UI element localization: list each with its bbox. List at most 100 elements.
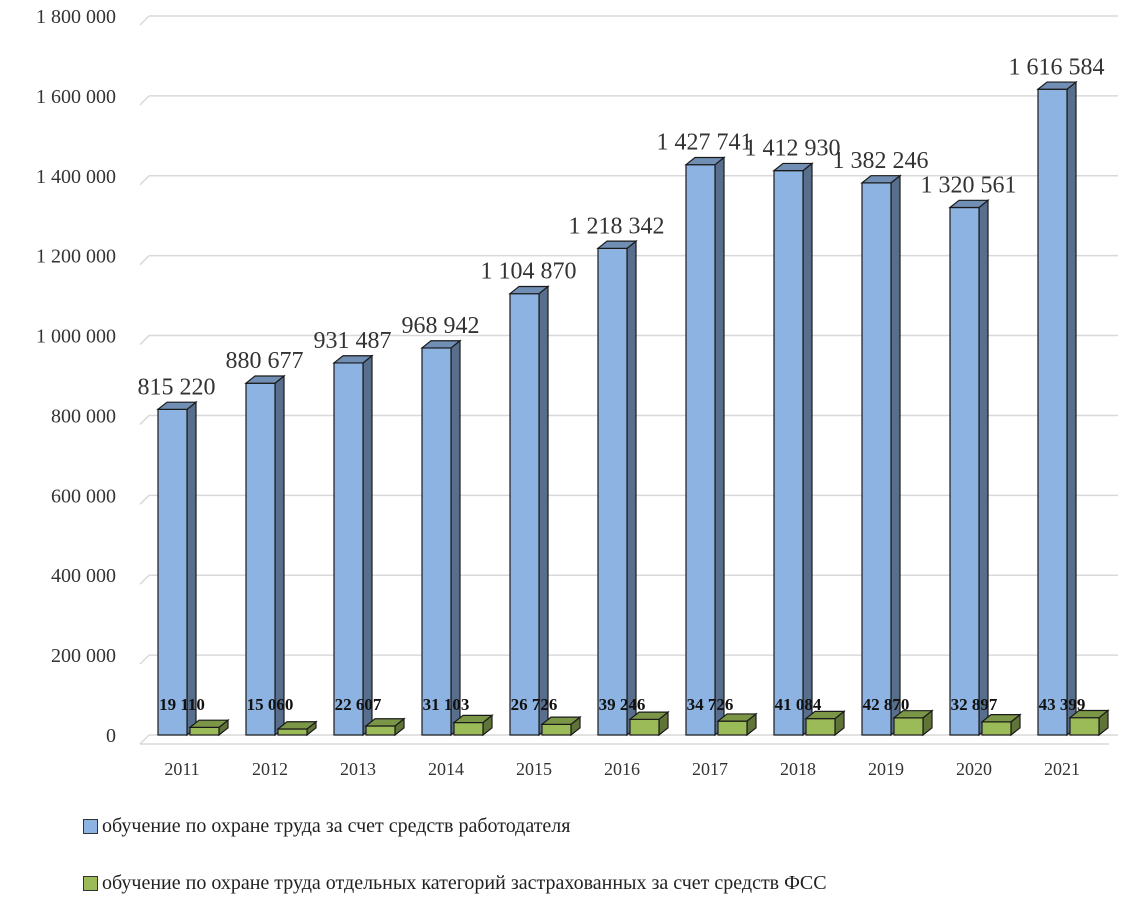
bar-employer-2011-top [156,401,198,410]
bar-fss-2021 [1068,709,1110,737]
x-tick-label: 2015 [516,759,552,779]
bar-employer-2013-side [362,354,373,737]
data-label-fss: 31 103 [423,695,470,714]
bar-fss-2020-front [981,721,1012,736]
bar-fss-2011-front [189,726,220,736]
bar-fss-2017 [716,712,758,737]
bar-employer-2020-top [948,199,990,209]
data-label-fss: 26 726 [511,695,558,714]
y-tick-label: 600 000 [51,485,116,507]
data-label-fss: 43 399 [1039,695,1086,714]
bar-fss-2012-front [277,728,308,736]
bar-chart: 0 200 000 400 000 600 000 800 000 1 000 000 1 … [36,6,1118,779]
y-tick-label: 1 200 000 [36,246,116,268]
bar-employer-2021-front [1037,88,1068,736]
data-label-employer: 880 677 [226,348,304,374]
x-tick-label: 2013 [340,759,376,779]
bar-fss-2013-front [365,725,396,736]
bar-fss-2019-top [892,710,934,719]
bar-employer-2013-top [332,355,374,364]
bar-employer-2016 [596,239,638,737]
bar-employer-2017-top [684,156,726,166]
bar-employer-2021 [1036,80,1078,737]
gridline-diag [139,574,150,585]
bar-employer-2018-side [802,162,813,737]
data-label-fss: 19 110 [159,695,205,714]
bar-fss-2015 [540,715,582,737]
data-label-fss: 42 870 [863,695,910,714]
bar-fss-2020-top [980,714,1022,723]
bar-fss-2015-front [541,723,572,736]
bar-fss-2016-top [628,711,670,720]
bar-employer-2018-front [773,170,804,736]
bar-employer-2021-side [1066,80,1077,737]
gridline-diag [139,175,150,186]
bar-employer-2021-top [1036,81,1078,90]
bar-fss-2017-top [716,713,758,722]
gridline-diag [139,494,150,505]
bar-fss-2011-top [188,719,230,728]
bar-fss-2013 [364,717,406,737]
bar-fss-2021-front [1069,717,1100,736]
bar-employer-2020-front [949,206,980,736]
bar-employer-2020-side [978,199,989,737]
y-tick-label: 1 800 000 [36,6,116,28]
bar-employer-2012-front [245,382,276,736]
y-tick-label: 400 000 [51,565,116,587]
bar-fss-2019-front [893,717,924,736]
data-label-fss: 32 897 [951,695,998,714]
bar-fss-2020 [980,713,1022,737]
data-label-employer: 1 412 930 [745,136,841,162]
legend-item-employer: обучение по охране труда за счет средств… [83,815,571,838]
x-tick-label: 2017 [692,759,728,779]
bar-employer-2017-front [685,164,716,736]
gridline-diag [139,734,150,745]
bar-employer-2019-side [890,174,901,737]
x-tick-label: 2021 [1044,759,1080,779]
y-tick-label: 200 000 [51,645,116,667]
bar-fss-2016 [628,710,670,737]
bar-employer-2012-side [274,374,285,737]
bar-fss-2021-top [1068,709,1110,719]
bar-employer-2014-front [421,347,452,736]
y-tick-label: 1 400 000 [36,166,116,188]
bar-fss-2015-top [540,716,582,725]
data-label-employer: 1 382 246 [833,148,929,174]
data-label-employer: 1 427 741 [657,130,753,156]
bar-fss-2011 [188,718,230,737]
bar-fss-2013-top [364,718,406,727]
bar-employer-2011-side [186,400,197,737]
bar-fss-2019 [892,709,934,737]
data-label-employer: 1 218 342 [569,213,665,239]
bar-fss-2018 [804,710,846,737]
bar-fss-2014 [452,714,494,737]
bar-employer-2016-top [596,240,638,249]
bar-fss-2018-top [804,710,846,720]
bar-employer-2015-side [538,285,549,737]
bar-employer-2017 [684,156,726,737]
legend-label-employer: обучение по охране труда за счет средств… [102,815,571,837]
bar-employer-2014-side [450,339,461,737]
bar-employer-2011 [156,400,198,737]
data-label-employer: 931 487 [314,328,392,354]
bar-fss-2012-top [276,721,318,730]
y-tick-label: 1 000 000 [36,326,116,348]
x-tick-label: 2020 [956,759,992,779]
gridline-diag [139,255,150,266]
gridline-diag [139,15,150,26]
data-label-employer: 968 942 [402,313,480,339]
y-axis: 0 200 000 400 000 600 000 800 000 1 000 000 1 … [36,6,116,747]
data-label-fss: 41 084 [775,695,822,714]
legend-swatch-green [83,876,98,891]
data-label-fss: 22 607 [335,695,382,714]
bar-fss-2016-front [629,718,660,736]
y-tick-label: 1 600 000 [36,86,116,108]
bar-employer-2013 [332,354,374,737]
bar-fss-2012 [276,720,318,737]
bar-employer-2013-front [333,362,364,736]
bar-employer-2011-front [157,408,188,736]
bar-employer-2015-front [509,293,540,736]
bar-employer-2016-front [597,247,628,736]
bar-employer-2018 [772,162,814,737]
y-tick-label: 800 000 [51,405,116,427]
